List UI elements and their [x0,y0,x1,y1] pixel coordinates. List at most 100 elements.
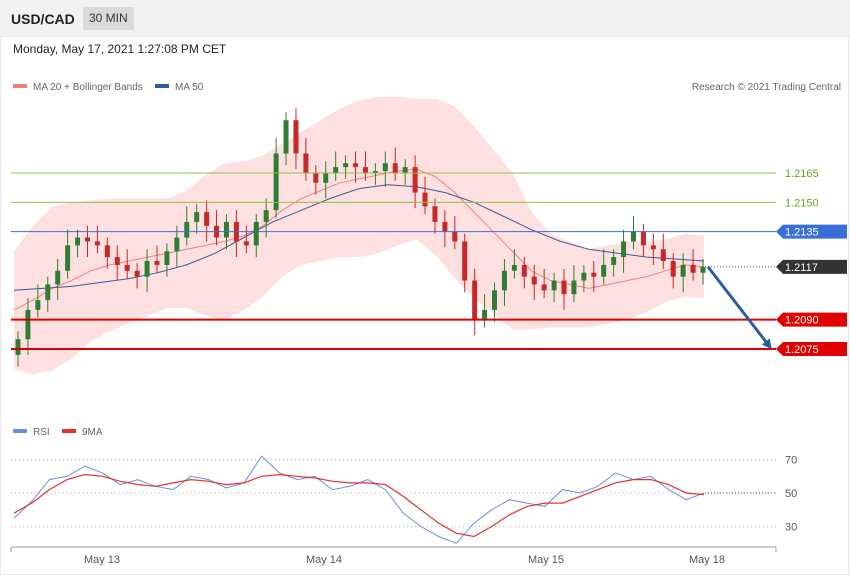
support-price-label: 1.2090 [785,315,819,327]
candle-body [640,231,646,246]
resistance-label: 1.2165 [785,168,819,180]
candle-body [293,120,299,154]
candle-body [670,261,676,277]
candle-body [601,264,607,277]
candle-body [94,241,100,246]
candle-body [561,280,567,295]
candle-body [303,153,309,173]
candle-body [660,249,666,261]
candle-body [55,270,61,285]
candle-body [501,270,507,291]
candle-body [243,241,249,246]
candle-body [382,163,388,172]
candle-body [650,245,656,250]
candle-body [422,192,428,207]
candle-body [442,221,448,232]
candle-body [45,284,51,301]
rsi-legend-swatch [13,429,27,433]
candle-body [283,120,289,154]
candle-body [65,245,71,271]
candle-body [124,264,130,271]
pivot-price-label: 1.2135 [785,227,819,239]
candle-body [680,264,686,277]
x-axis-label: May 15 [528,554,564,566]
candle-body [402,167,408,173]
candle-body [531,276,537,285]
chart-datetime: Monday, May 17, 2021 1:27:08 PM CET [13,42,227,56]
candle-body [462,241,468,281]
candle-body [114,257,120,265]
candle-body [541,284,547,291]
candle-body [35,300,41,310]
x-axis-label: May 14 [306,554,342,566]
ma50-legend-swatch [155,84,169,88]
candle-body [223,221,229,238]
candle-body [25,309,31,340]
current-price-tag [776,259,847,274]
candle-body [184,221,190,238]
candle-body [492,290,498,310]
candle-body [482,309,488,320]
candle-body [412,167,418,193]
candle-body [571,280,577,295]
ma50-line [13,184,705,291]
candle-body [432,206,438,222]
rsi-level-label: 30 [785,522,797,534]
rsi-ma-legend-label: 9MA [82,427,103,438]
candle-body [323,173,329,183]
candle-body [273,153,279,211]
candle-body [611,257,617,265]
timeframe-button[interactable]: 30 MIN [83,7,134,30]
candle-body [511,264,517,271]
support-price-tag [776,312,847,327]
candle-body [144,261,150,277]
chart-header: USD/CAD 30 MIN [0,0,850,37]
candle-body [700,266,706,273]
rsi-level-label: 70 [785,455,797,467]
candle-body [333,167,339,173]
candle-body [194,212,200,222]
candle-body [263,210,269,222]
rsi-legend-label: RSI [33,427,50,438]
credit-text: Research © 2021 Trading Central [692,82,841,93]
support-price-label: 1.2075 [785,344,819,356]
candle-body [452,231,458,242]
candle-body [164,251,170,265]
candle-body [204,212,210,226]
candle-body [343,163,349,168]
candle-body [581,272,587,281]
ma20-line [13,168,705,311]
candle-body [472,280,478,320]
candle-body [75,237,81,246]
symbol-title: USD/CAD [11,11,75,27]
candle-body [362,167,368,173]
candle-body [15,339,21,355]
resistance-label: 1.2150 [785,197,819,209]
candle-body [84,237,90,242]
rsi-line [13,455,705,544]
candle-body [353,163,359,168]
current-price-label: 1.2117 [785,262,818,274]
ma50-legend-label: MA 50 [175,82,204,93]
candle-body [154,261,160,265]
candle-body [372,171,378,174]
candle-body [174,237,180,252]
candle-body [690,264,696,273]
candle-body [253,221,259,246]
pivot-price-tag [776,224,847,239]
x-axis-label: May 18 [689,554,725,566]
bollinger-band [14,96,704,375]
candle-body [621,241,627,258]
ma20-legend-swatch [13,84,27,88]
candle-body [392,163,398,173]
forecast-arrow [706,265,772,350]
rsi-ma-legend-swatch [62,429,76,433]
rsi-level-label: 50 [785,488,797,500]
candle-body [521,264,527,277]
support-price-tag [776,342,847,356]
candle-body [313,173,319,183]
rsi-ma-line [13,473,705,538]
candle-body [551,280,557,291]
x-axis-label: May 13 [84,554,120,566]
